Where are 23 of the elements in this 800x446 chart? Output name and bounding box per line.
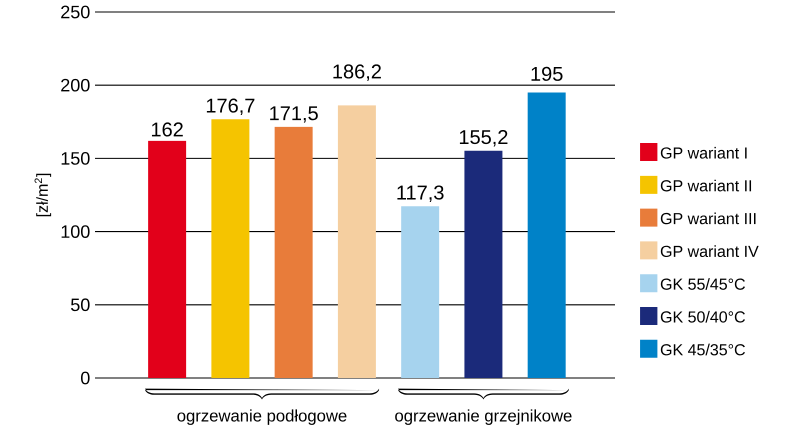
data-label: 171,5 [270,106,318,123]
legend-label: GK 45/35°C [660,344,745,356]
y-tick-label: 150 [62,152,90,165]
data-label: 186,2 [333,64,381,81]
legend-label: GK 55/45°C [660,278,745,290]
y-axis-title: [zł/m$^{2}$] [34,174,52,216]
legend-label: GP wariant III [660,212,756,224]
y-tick-label: 250 [61,6,90,18]
y-tick-label: 100 [62,225,90,238]
y-tick-label: 200 [61,78,90,92]
legend-label: GK 50/40°C [660,310,745,323]
data-label: 195 [532,66,563,81]
data-label: 155,2 [460,130,508,147]
legend-label: GP wariant II [660,180,752,192]
text: ogrzewanie podłogowe [177,409,346,425]
legend-label: GP wariant IV [660,245,759,258]
y-tick-label: 50 [70,298,90,312]
y-tick-label: 0 [81,372,90,384]
legend-label: GP wariant I [660,146,747,159]
text: ogrzewanie grzejnikowe [395,409,572,425]
data-label: 162 [152,122,183,137]
data-label: 176,7 [206,98,254,116]
data-label: 117,3 [397,185,444,202]
